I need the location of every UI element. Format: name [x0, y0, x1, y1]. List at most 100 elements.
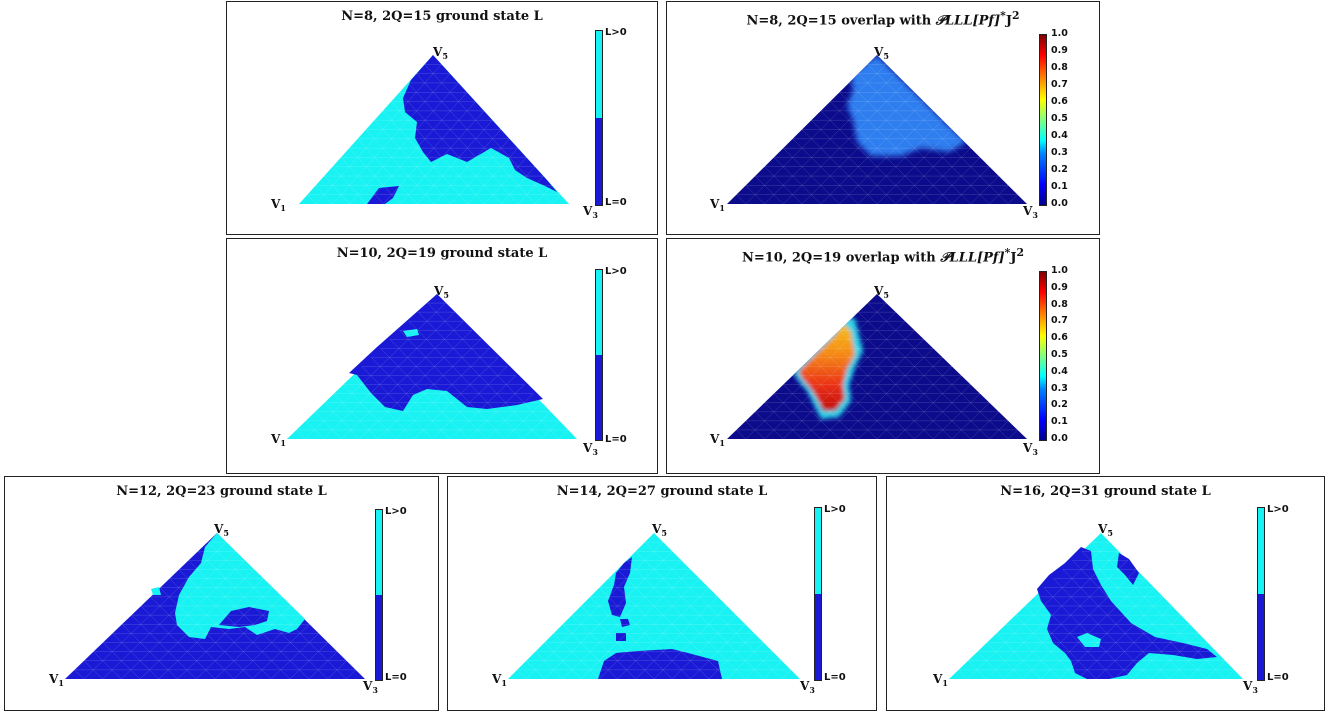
colorbar-bottom-label: L=0	[605, 197, 627, 208]
region-L0	[349, 294, 543, 411]
chart-title: N=12, 2Q=23 ground state L	[116, 484, 327, 499]
region-L0-band	[1037, 547, 1217, 679]
vertex-label-v3: V3	[1023, 204, 1038, 220]
region-L0-dot2	[616, 633, 626, 641]
region-overlap-medium	[847, 55, 967, 156]
chart-title: N=8, 2Q=15 overlap with 𝒫LLL[Pf]*J2	[746, 9, 1020, 29]
colorbar-continuous	[1039, 271, 1047, 441]
panel-n10-ground-state: N=10, 2Q=19 ground state L V5 V1 V3 L>0 …	[226, 238, 658, 474]
panel-n16-ground-state: N=16, 2Q=31 ground state L V5 V1 V3 L>0 …	[886, 476, 1325, 711]
colorbar-tick-label: 0.1	[1051, 181, 1068, 192]
region-L0-base	[598, 649, 722, 679]
colorbar-tick-label: 0.0	[1051, 198, 1068, 209]
region-L-positive	[175, 533, 305, 639]
triangular-mesh	[516, 541, 792, 680]
region-L0-spot	[403, 329, 419, 337]
region-L0-small	[367, 186, 399, 204]
heatmap-n10-overlap	[727, 294, 1027, 440]
colorbar-tick-label: 1.0	[1051, 265, 1068, 276]
panel-n14-ground-state: N=14, 2Q=27 ground state L V5 V1 V3 L>0 …	[447, 476, 877, 711]
triangular-mesh	[958, 541, 1235, 680]
vertex-label-v1: V1	[710, 432, 725, 448]
heatmap-n8-ground-state	[299, 55, 569, 205]
colorbar-tick-label: 0.0	[1051, 433, 1068, 444]
colorbar-tick-label: 0.3	[1051, 147, 1068, 158]
vertex-label-v3: V3	[1023, 441, 1038, 457]
vertex-label-v3: V3	[583, 204, 598, 220]
chart-title: N=10, 2Q=19 ground state L	[336, 246, 548, 261]
colorbar-tick-label: 1.0	[1051, 28, 1068, 39]
panel-n8-overlap: N=8, 2Q=15 overlap with 𝒫LLL[Pf]*J2 V5 V…	[666, 1, 1100, 235]
colorbar-tick-label: 0.7	[1051, 79, 1068, 90]
triangle-base-region	[508, 533, 800, 679]
chart-title: N=16, 2Q=31 ground state L	[1000, 484, 1211, 499]
region-L0	[403, 55, 557, 192]
colorbar-bottom-label: L=0	[1267, 672, 1289, 683]
vertex-label-v5: V5	[874, 45, 889, 61]
colorbar-tick-label: 0.8	[1051, 298, 1068, 310]
vertex-label-v3: V3	[800, 679, 815, 695]
colorbar-tick-label: 0.9	[1051, 45, 1068, 56]
vertex-label-v5: V5	[1098, 522, 1113, 538]
panel-n12-ground-state: N=12, 2Q=23 ground state L V5 V1 V3 L>0 …	[4, 476, 439, 711]
colorbar-top-label: L>0	[605, 266, 627, 277]
colorbar-tick-label: 0.2	[1051, 164, 1068, 175]
colorbar-tick-label: 0.5	[1051, 349, 1068, 360]
colorbar-bottom-label: L=0	[385, 672, 407, 683]
colorbar-top-label: L>0	[385, 506, 407, 517]
triangular-mesh	[307, 64, 561, 205]
colorbar-tick-label: 0.5	[1051, 113, 1068, 124]
region-L0-stripe	[608, 557, 632, 617]
triangular-mesh	[74, 541, 356, 680]
colorbar-tick-label: 0.2	[1051, 399, 1068, 411]
panel-n10-overlap: N=10, 2Q=19 overlap with 𝒫LLL[Pf]*J2 V5 …	[666, 238, 1100, 474]
heatmap-n14-ground-state	[508, 533, 800, 680]
chart-title: N=14, 2Q=27 ground state L	[556, 484, 768, 499]
colorbar-top-label: L>0	[605, 27, 627, 38]
triangular-mesh	[736, 302, 1018, 440]
colorbar-discrete	[595, 269, 603, 441]
vertex-label-v5: V5	[874, 284, 889, 300]
colorbar-continuous	[1039, 34, 1047, 206]
vertex-label-v1: V1	[271, 432, 286, 448]
region-L0-dot	[620, 619, 630, 627]
vertex-label-v1: V1	[710, 197, 725, 213]
heatmap-n8-overlap	[727, 55, 1027, 205]
colorbar-tick-label: 0.6	[1051, 96, 1068, 107]
vertex-label-v1: V1	[271, 197, 286, 213]
triangle-base-region	[727, 294, 1027, 439]
vertex-label-v3: V3	[1243, 679, 1258, 695]
colorbar-tick-label: 0.3	[1051, 382, 1068, 394]
colorbar-top-label: L>0	[824, 504, 846, 515]
vertex-label-v5: V5	[652, 522, 667, 538]
region-L0-island	[219, 607, 269, 627]
vertex-label-v1: V1	[933, 672, 948, 688]
colorbar-tick-label: 0.8	[1051, 62, 1068, 73]
triangular-mesh	[296, 302, 569, 440]
colorbar-discrete	[1257, 507, 1265, 681]
region-L0-top	[1117, 553, 1139, 585]
vertex-label-v3: V3	[583, 441, 598, 457]
colorbar-discrete	[814, 507, 822, 681]
colorbar-top-label: L>0	[1267, 504, 1289, 515]
vertex-label-v5: V5	[433, 45, 448, 61]
colorbar-tick-label: 0.9	[1051, 281, 1068, 293]
region-overlap-high	[793, 315, 863, 419]
chart-title: N=8, 2Q=15 ground state L	[341, 9, 543, 24]
triangular-mesh	[736, 64, 1018, 205]
colorbar-tick-label: 0.1	[1051, 416, 1068, 428]
colorbar-tick-label: 0.4	[1051, 365, 1068, 377]
vertex-label-v1: V1	[492, 672, 507, 688]
vertex-label-v5: V5	[214, 522, 229, 538]
colorbar-tick-label: 0.6	[1051, 332, 1068, 344]
colorbar-tick-label: 0.4	[1051, 130, 1068, 141]
heatmap-n12-ground-state	[65, 533, 365, 680]
vertex-label-v1: V1	[49, 672, 64, 688]
colorbar-bottom-label: L=0	[824, 672, 846, 683]
heatmap-n10-ground-state	[287, 294, 577, 440]
vertex-label-v3: V3	[363, 679, 378, 695]
colorbar-tick-label: 0.7	[1051, 315, 1068, 327]
panel-n8-ground-state: N=8, 2Q=15 ground state L V5 V1 V3 L>0 L…	[226, 1, 658, 235]
colorbar-bottom-label: L=0	[605, 434, 627, 445]
heatmap-n16-ground-state	[949, 533, 1243, 680]
